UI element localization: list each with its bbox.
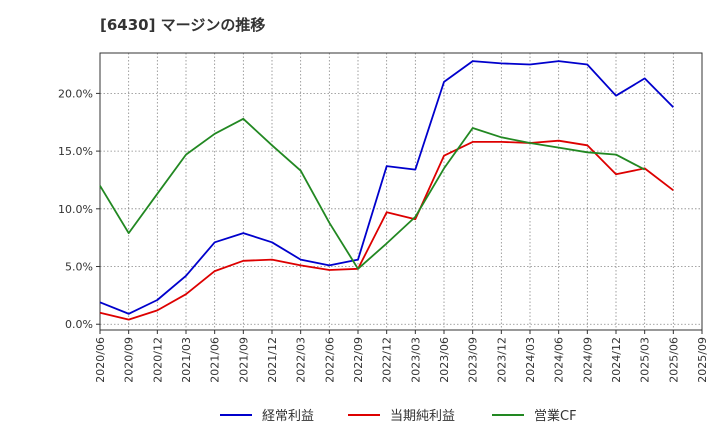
x-tick-label: 2023/09 [467,337,480,383]
x-tick-label: 2025/09 [696,337,709,383]
x-tick-label: 2025/03 [639,337,652,383]
x-tick-label: 2025/06 [667,337,680,383]
x-tick-label: 2022/06 [323,337,336,383]
x-tick-label: 2021/03 [180,337,193,383]
x-tick-label: 2022/09 [352,337,365,383]
y-tick-label: 0.0% [65,318,93,331]
x-tick-label: 2021/09 [237,337,250,383]
x-tick-label: 2024/03 [524,337,537,383]
legend-label: 経常利益 [262,409,314,424]
y-tick-label: 20.0% [58,87,93,100]
x-tick-label: 2020/06 [94,337,107,383]
x-tick-label: 2023/06 [438,337,451,383]
x-tick-label: 2024/09 [581,337,594,383]
y-tick-label: 5.0% [65,261,93,274]
x-tick-label: 2021/06 [209,337,222,383]
series-lines [99,60,674,321]
y-tick-label: 15.0% [58,145,93,158]
series-line [99,117,646,270]
x-tick-label: 2023/12 [495,337,508,383]
x-tick-label: 2023/03 [409,337,422,383]
series-line [99,60,674,315]
y-axis-ticks: 0.0% 5.0% 10.0% 15.0% 20.0% [58,87,100,331]
x-axis-ticks: 2020/06 2020/09 2020/12 2021/03 2021/06 2021/… [94,330,709,383]
x-tick-label: 2022/12 [381,337,394,383]
x-tick-label: 2022/03 [295,337,308,383]
x-tick-label: 2024/12 [610,337,623,383]
series-line [99,139,674,321]
plot-frame [99,52,703,331]
legend-label: 当期純利益 [390,409,455,424]
grid-lines [100,53,702,330]
legend: 経常利益 当期純利益 営業CF [220,408,577,424]
x-tick-label: 2021/12 [266,337,279,383]
x-tick-label: 2020/09 [123,337,136,383]
y-tick-label: 10.0% [58,203,93,216]
legend-label: 営業CF [534,408,577,424]
chart-title: [6430] マージンの推移 [100,16,266,34]
x-tick-label: 2024/06 [553,337,566,383]
x-tick-label: 2020/12 [151,337,164,383]
